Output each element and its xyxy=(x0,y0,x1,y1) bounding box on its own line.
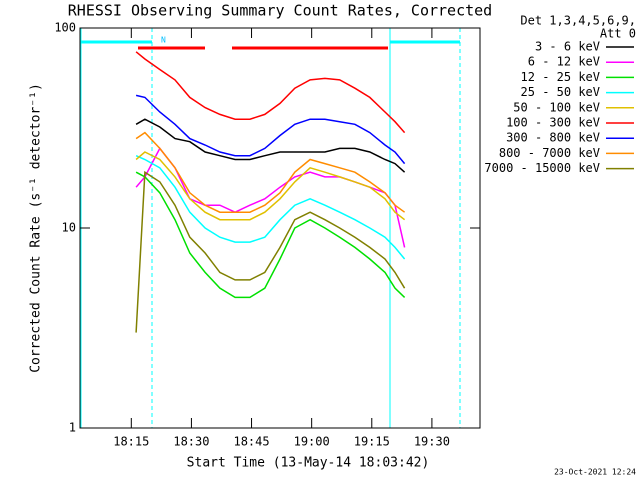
series-line xyxy=(135,151,406,221)
series-line xyxy=(135,94,406,165)
x-tick-label: 18:45 xyxy=(233,435,269,449)
legend-label: 300 - 800 keV xyxy=(506,131,600,145)
y-tick-label: 10 xyxy=(62,221,76,235)
legend-label: 6 - 12 keV xyxy=(528,55,600,69)
x-tick-label: 18:30 xyxy=(173,435,209,449)
y-tick-label: 100 xyxy=(54,21,76,35)
y-axis-label: Corrected Count Rate (s⁻¹ detector⁻¹) xyxy=(29,83,44,373)
y-tick-label: 1 xyxy=(69,421,76,435)
annotation: N xyxy=(161,36,166,45)
x-tick-label: 19:00 xyxy=(294,435,330,449)
legend-title: Det 1,3,4,5,6,9, xyxy=(520,14,636,28)
legend-label: 3 - 6 keV xyxy=(535,40,600,54)
legend-label: 25 - 50 keV xyxy=(521,85,600,99)
series-line xyxy=(135,131,406,213)
series-line xyxy=(135,118,406,173)
series-line xyxy=(135,155,406,260)
x-tick-label: 18:15 xyxy=(113,435,149,449)
legend-label: 100 - 300 keV xyxy=(506,116,600,130)
series-line xyxy=(135,170,406,333)
series-line xyxy=(135,171,406,299)
series-line xyxy=(135,51,406,134)
chart-title: RHESSI Observing Summary Count Rates, Co… xyxy=(68,2,492,20)
x-tick-label: 19:30 xyxy=(414,435,450,449)
legend-label: 7000 - 15000 keV xyxy=(484,161,600,175)
legend-label: 12 - 25 keV xyxy=(521,70,600,84)
legend-title: Att 0 xyxy=(600,27,636,41)
legend-label: 800 - 7000 keV xyxy=(499,146,600,160)
x-tick-label: 19:15 xyxy=(354,435,390,449)
timestamp: 23-Oct-2021 12:24 xyxy=(554,468,636,477)
flags xyxy=(80,28,461,428)
legend-label: 50 - 100 keV xyxy=(513,100,600,114)
x-axis-label: Start Time (13-May-14 18:03:42) xyxy=(187,456,430,471)
